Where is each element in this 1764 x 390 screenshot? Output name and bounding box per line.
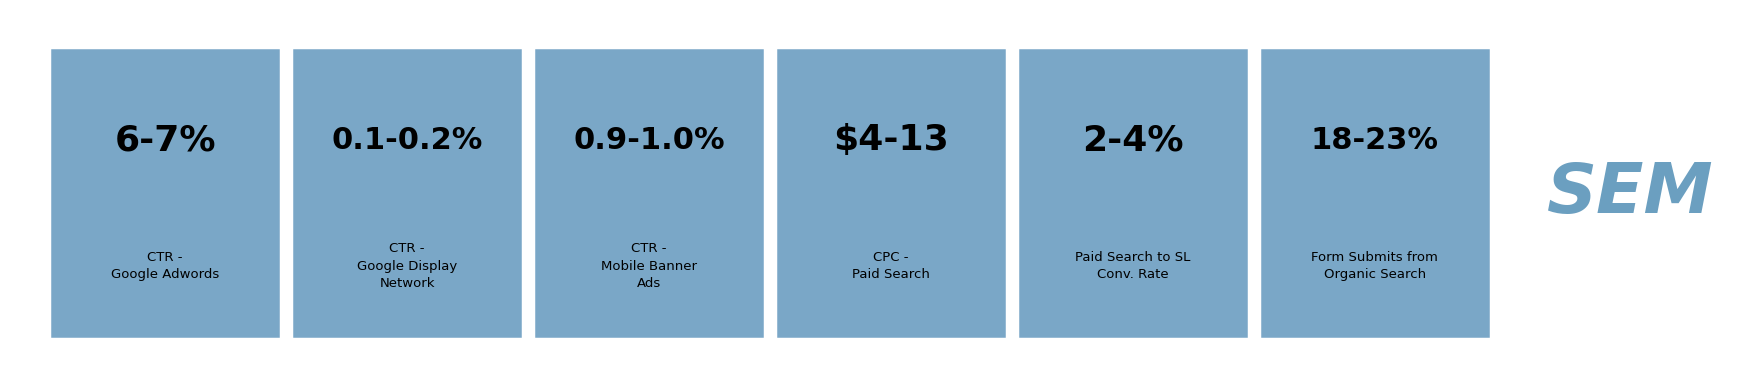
Text: 6-7%: 6-7% bbox=[115, 123, 215, 158]
Text: CTR -
Google Display
Network: CTR - Google Display Network bbox=[356, 242, 457, 290]
Text: Form Submits from
Organic Search: Form Submits from Organic Search bbox=[1311, 251, 1438, 282]
FancyBboxPatch shape bbox=[49, 47, 280, 339]
Text: CTR -
Google Adwords: CTR - Google Adwords bbox=[111, 251, 219, 282]
Text: 18-23%: 18-23% bbox=[1311, 126, 1439, 155]
FancyBboxPatch shape bbox=[533, 47, 766, 339]
Text: Paid Search to SL
Conv. Rate: Paid Search to SL Conv. Rate bbox=[1076, 251, 1191, 282]
Text: $4-13: $4-13 bbox=[833, 123, 949, 158]
FancyBboxPatch shape bbox=[1259, 47, 1491, 339]
Text: CTR -
Mobile Banner
Ads: CTR - Mobile Banner Ads bbox=[602, 242, 697, 290]
Text: SEM: SEM bbox=[1547, 160, 1713, 227]
FancyBboxPatch shape bbox=[776, 47, 1007, 339]
FancyBboxPatch shape bbox=[1018, 47, 1249, 339]
Text: 2-4%: 2-4% bbox=[1081, 123, 1184, 158]
Text: 0.9-1.0%: 0.9-1.0% bbox=[573, 126, 725, 155]
Text: 0.1-0.2%: 0.1-0.2% bbox=[332, 126, 483, 155]
Text: CPC -
Paid Search: CPC - Paid Search bbox=[852, 251, 930, 282]
FancyBboxPatch shape bbox=[291, 47, 522, 339]
